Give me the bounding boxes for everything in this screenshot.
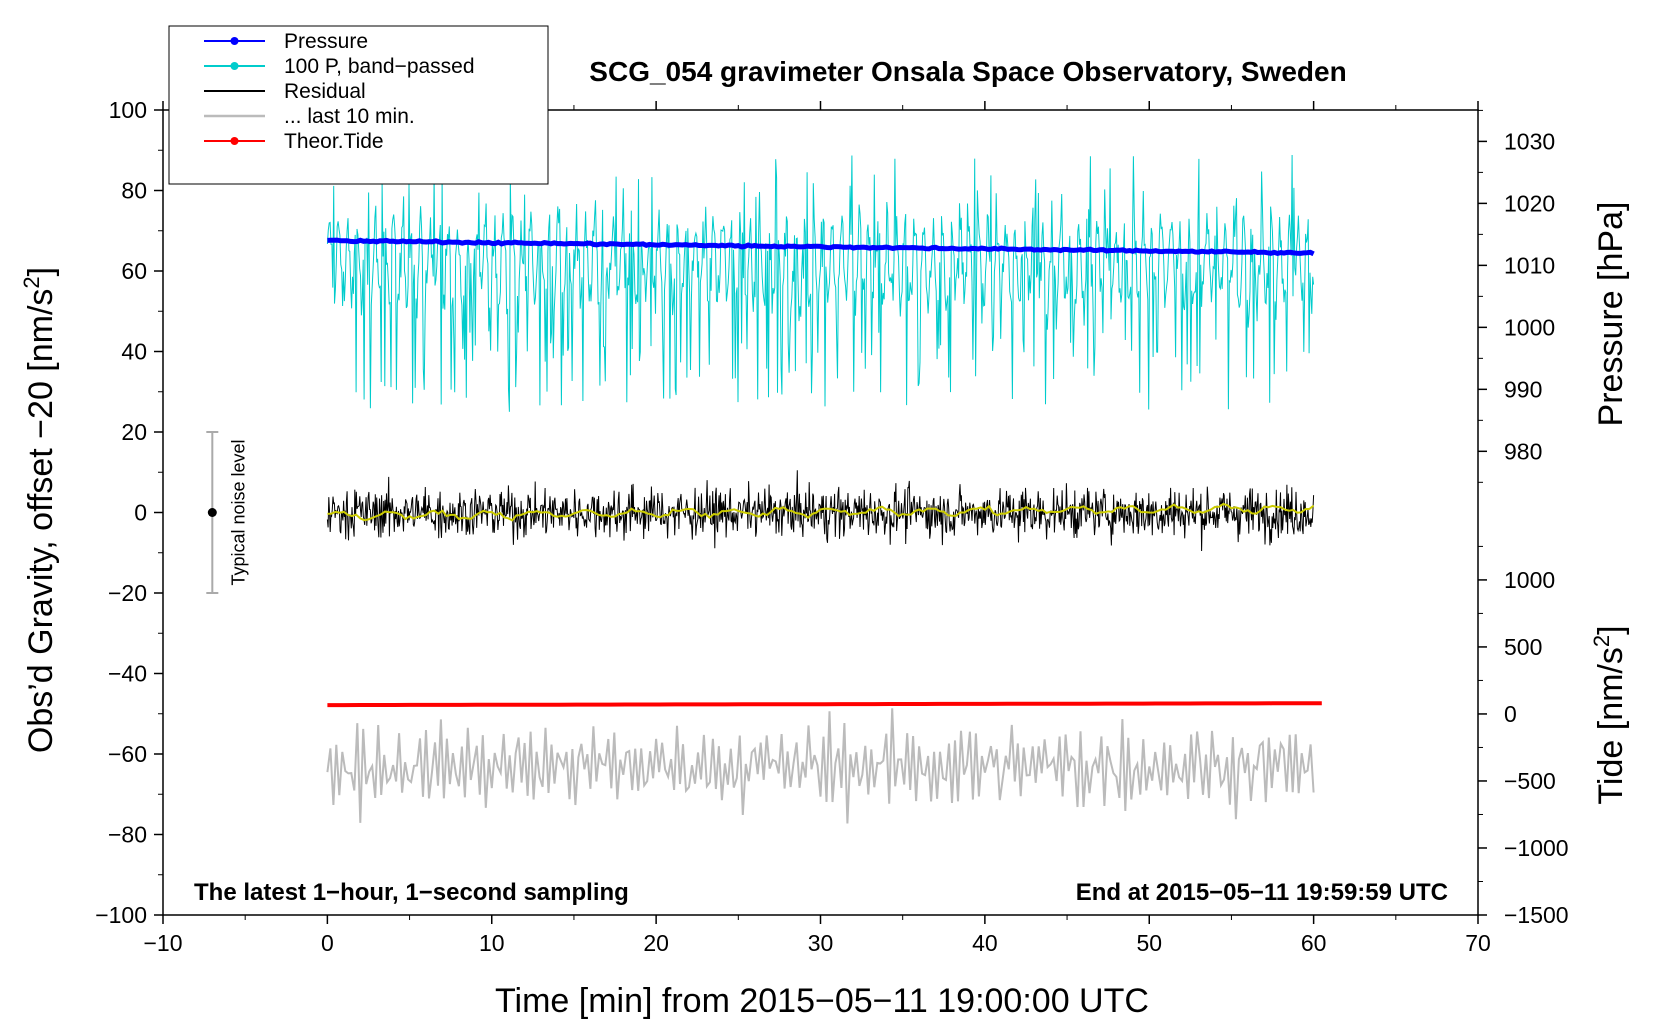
y-tick-label: −80 bbox=[108, 822, 147, 848]
series-layer bbox=[326, 154, 1322, 824]
x-tick-label: 50 bbox=[1136, 930, 1162, 956]
pressure-tick-label: 990 bbox=[1504, 376, 1542, 402]
x-tick-label: 30 bbox=[808, 930, 834, 956]
noise-bar-label: Typical noise level bbox=[228, 439, 248, 585]
pressure-tick-label: 980 bbox=[1504, 438, 1542, 464]
x-tick-label: 60 bbox=[1301, 930, 1327, 956]
chart-title: SCG_054 gravimeter Onsala Space Observat… bbox=[589, 56, 1346, 87]
y-tick-label: 80 bbox=[121, 178, 147, 204]
y-tick-label: 60 bbox=[121, 258, 147, 284]
y-axis-title-left-main: Obs’d Gravity, offset −20 [nm/s bbox=[22, 289, 60, 754]
pressure-tick-label: 1020 bbox=[1504, 190, 1555, 216]
x-tick-label: −10 bbox=[143, 930, 182, 956]
noise-indicator: Typical noise level bbox=[206, 431, 248, 594]
tide-tick-label: −1500 bbox=[1504, 902, 1569, 928]
legend-label: Theor.Tide bbox=[284, 130, 384, 153]
x-tick-label: 20 bbox=[643, 930, 669, 956]
legend-label: 100 P, band−passed bbox=[284, 55, 475, 78]
tide-tick-label: −1000 bbox=[1504, 835, 1569, 861]
y-tick-label: 40 bbox=[121, 339, 147, 365]
annotation-left: The latest 1−hour, 1−second sampling bbox=[194, 879, 629, 906]
series-theoretical-tide-line bbox=[327, 701, 1322, 708]
legend-swatch-marker bbox=[230, 137, 239, 145]
y-axis-title-left-sup: 2 bbox=[19, 276, 44, 288]
legend-label: Pressure bbox=[284, 30, 368, 53]
tide-tick-label: 0 bbox=[1504, 701, 1517, 727]
x-tick-label: 10 bbox=[479, 930, 505, 956]
x-tick-label: 40 bbox=[972, 930, 998, 956]
y-axis-title-left: Obs’d Gravity, offset −20 [nm/s2] bbox=[19, 267, 60, 753]
series-bandpassed-pressure-line bbox=[326, 154, 1315, 412]
tide-tick-label: 500 bbox=[1504, 634, 1542, 660]
x-tick-label: 70 bbox=[1465, 930, 1491, 956]
series-residual-line bbox=[326, 470, 1315, 552]
y-tick-label: −20 bbox=[108, 580, 147, 606]
y-tick-label: −60 bbox=[108, 741, 147, 767]
y-tick-label: 20 bbox=[121, 419, 147, 445]
series-pressure-line bbox=[327, 237, 1315, 257]
series-residual-smoothed-line bbox=[327, 502, 1315, 522]
y-axis-title-tide-main: Tide [nm/s bbox=[1592, 647, 1630, 804]
y-axis-title-tide-sup: 2 bbox=[1589, 635, 1614, 647]
annotation-right: End at 2015−05−11 19:59:59 UTC bbox=[1076, 879, 1448, 906]
y-tick-label: 0 bbox=[134, 500, 147, 526]
y-tick-label: 100 bbox=[109, 97, 147, 123]
legend-label: ... last 10 min. bbox=[284, 105, 415, 128]
tide-tick-label: −500 bbox=[1504, 768, 1556, 794]
legend-swatch-marker bbox=[230, 37, 239, 45]
pressure-tick-label: 1010 bbox=[1504, 252, 1555, 278]
y-axis-title-left-end: ] bbox=[22, 267, 60, 276]
pressure-tick-label: 1030 bbox=[1504, 128, 1555, 154]
y-tick-label: −100 bbox=[95, 902, 147, 928]
y-axis-title-tide: Tide [nm/s2] bbox=[1589, 625, 1630, 804]
legend-swatch-marker bbox=[230, 62, 239, 70]
y-axis-title-tide-end: ] bbox=[1592, 625, 1630, 634]
noise-bar-center-dot bbox=[207, 508, 217, 517]
legend-box bbox=[168, 25, 549, 185]
x-tick-label: 0 bbox=[321, 930, 334, 956]
pressure-tick-label: 1000 bbox=[1504, 314, 1555, 340]
y-tick-label: −40 bbox=[108, 661, 147, 687]
axis-ticks: −10 0 10 20 30 40 50 60 70−100−80−60−40−20020406… bbox=[95, 97, 1568, 956]
x-axis-title: Time [min] from 2015−05−11 19:00:00 UTC bbox=[495, 982, 1149, 1020]
series-last-10-min-line bbox=[326, 708, 1315, 824]
legend-label: Residual bbox=[284, 80, 366, 103]
tide-tick-label: 1000 bbox=[1504, 567, 1555, 593]
y-axis-title-pressure: Pressure [hPa] bbox=[1592, 202, 1630, 427]
